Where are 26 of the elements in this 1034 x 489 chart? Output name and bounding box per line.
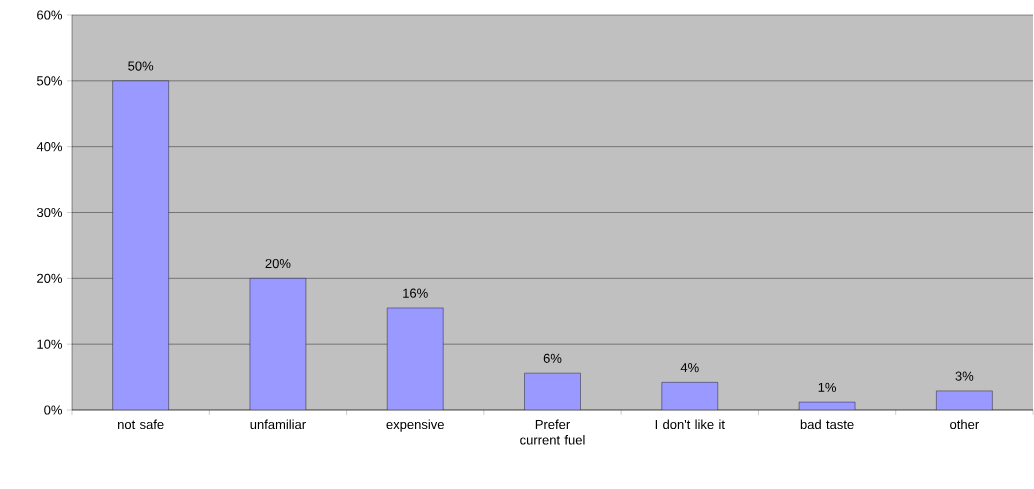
- bar: [661, 382, 718, 410]
- y-tick-label: 50%: [36, 76, 62, 86]
- y-tick-label: 40%: [36, 142, 62, 152]
- data-label: 1%: [818, 382, 836, 392]
- y-tick-label: 0%: [44, 405, 62, 415]
- x-tick-label: Prefer current fuel: [520, 419, 585, 445]
- y-tick-label: 60%: [37, 10, 62, 20]
- y-tick-label: 30%: [36, 207, 62, 218]
- data-label: 3%: [955, 371, 974, 381]
- data-label: 50%: [128, 61, 154, 71]
- data-label: 4%: [680, 363, 699, 373]
- x-tick-label: other: [950, 419, 979, 430]
- x-tick-label: bad taste: [800, 419, 854, 430]
- bar: [387, 307, 444, 410]
- x-tick-label: not safe: [118, 419, 164, 430]
- bar: [112, 80, 169, 410]
- data-label: 16%: [403, 288, 428, 298]
- y-tick-label: 20%: [37, 273, 62, 283]
- data-label: 6%: [543, 353, 562, 363]
- x-tick-label: expensive: [386, 419, 444, 432]
- data-label: 20%: [265, 258, 291, 269]
- bar: [249, 278, 307, 410]
- bar: [524, 372, 581, 410]
- x-tick-label: I don't like it: [655, 419, 725, 430]
- x-tick-label: unfamiliar: [250, 419, 306, 430]
- y-tick-label: 10%: [37, 339, 62, 349]
